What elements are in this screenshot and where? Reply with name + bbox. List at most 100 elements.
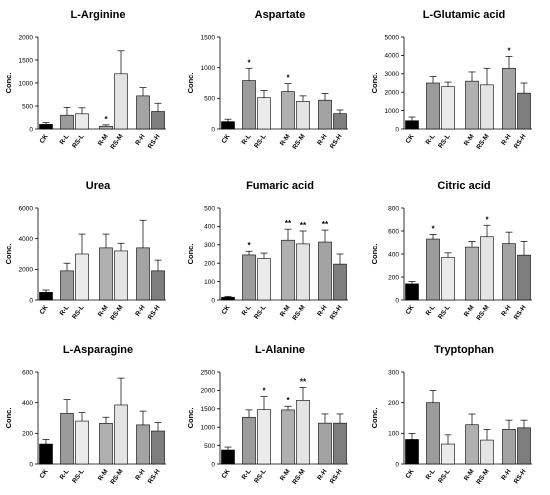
category-label: CK (39, 133, 50, 145)
panel-aspartate: Aspartate Conc. 0 500 1000 1500 CK * R-L RS-L * R-M… (186, 9, 348, 151)
category-label: R-L (59, 468, 71, 481)
category-label: RS-H (329, 304, 344, 321)
y-tick-label: 0 (211, 461, 215, 468)
bar-r-m (465, 424, 479, 465)
category-label: CK (221, 468, 232, 480)
category-label: R-L (59, 304, 71, 317)
category-label: CK (221, 304, 232, 316)
bar-rs-m (296, 243, 310, 301)
significance-marker: * (262, 387, 266, 396)
category-label: RS-L (71, 304, 85, 320)
y-tick-label: 2500 (201, 369, 216, 376)
y-axis-label: Conc. (4, 73, 13, 94)
category-label: R-M (97, 468, 110, 482)
category-label: R-M (463, 133, 476, 147)
category-label: R-M (463, 468, 476, 482)
y-tick-label: 3000 (385, 71, 400, 78)
bar-rs-l (75, 420, 89, 465)
category-label: RS-M (109, 133, 124, 151)
y-tick-label: 1500 (19, 57, 34, 64)
y-tick-label: 100 (388, 431, 399, 438)
category-label: R-L (425, 133, 437, 146)
bar-r-l (242, 416, 256, 465)
category-label: R-M (279, 133, 292, 147)
y-tick-label: 200 (204, 261, 215, 268)
significance-marker: ** (322, 220, 329, 229)
bar-rs-m (480, 84, 494, 130)
y-axis-label: Conc. (186, 408, 195, 429)
bar-rs-l (75, 253, 89, 301)
panel-title: Tryptophan (434, 344, 494, 356)
bar-r-l (242, 80, 256, 130)
y-tick-label: 500 (204, 205, 215, 212)
bar-r-h (318, 241, 332, 301)
y-tick-label: 0 (29, 297, 33, 304)
y-tick-label: 600 (22, 369, 33, 376)
category-label: R-L (241, 468, 253, 481)
category-label: R-M (97, 304, 110, 318)
panel-title: L-Alanine (255, 344, 305, 356)
category-label: R-H (500, 133, 513, 147)
category-label: CK (405, 133, 416, 145)
significance-marker: ** (285, 219, 292, 228)
significance-marker: * (104, 115, 108, 124)
bar-r-l (60, 270, 74, 301)
bar-ck (405, 283, 419, 301)
significance-marker: * (286, 74, 290, 83)
y-axis-label: Conc. (370, 408, 379, 429)
bar-rs-m (114, 73, 128, 130)
y-tick-label: 2000 (19, 267, 34, 274)
bar-ck (39, 124, 53, 130)
category-label: RS-L (71, 468, 85, 484)
bar-ck (221, 449, 235, 465)
category-label: R-H (316, 468, 329, 482)
category-label: R-H (316, 133, 329, 147)
category-label: CK (405, 304, 416, 316)
category-label: RS-M (291, 468, 306, 486)
y-tick-label: 4000 (385, 53, 400, 60)
category-label: RS-M (291, 133, 306, 151)
y-tick-label: 300 (388, 369, 399, 376)
bar-r-m (99, 247, 113, 301)
category-label: R-H (134, 304, 147, 318)
bar-rs-l (75, 113, 89, 130)
bar-r-m (99, 125, 113, 130)
category-label: R-L (241, 133, 253, 146)
y-tick-label: 400 (388, 251, 399, 258)
significance-marker: * (286, 396, 290, 405)
category-label: RS-L (437, 133, 451, 149)
y-tick-label: 100 (204, 279, 215, 286)
y-tick-label: 200 (388, 274, 399, 281)
bar-rs-l (441, 86, 455, 130)
bar-rs-m (114, 404, 128, 465)
category-label: R-H (500, 304, 513, 318)
y-tick-label: 0 (211, 126, 215, 133)
y-tick-label: 500 (204, 96, 215, 103)
category-label: CK (221, 133, 232, 145)
bar-rs-m (296, 101, 310, 130)
significance-marker: * (507, 46, 511, 55)
bar-rs-l (257, 258, 271, 301)
y-axis-label: Conc. (370, 73, 379, 94)
category-label: RS-L (253, 304, 267, 320)
bar-r-h (318, 422, 332, 465)
category-label: CK (39, 468, 50, 480)
category-label: CK (405, 468, 416, 480)
panel-title: Urea (86, 180, 111, 192)
panel-title: Fumaric acid (246, 180, 314, 192)
panel-title: Aspartate (255, 9, 306, 21)
panel-l-arginine: L-Arginine Conc. 0 500 1000 1500 2000 CK R-L RS-L… (4, 9, 166, 151)
category-label: R-L (59, 133, 71, 146)
category-label: RS-H (513, 304, 528, 321)
bar-r-m (281, 239, 295, 301)
bar-rs-h (333, 422, 347, 465)
significance-marker: * (247, 58, 251, 67)
category-label: CK (39, 304, 50, 316)
category-label: R-H (500, 468, 513, 482)
y-tick-label: 1500 (201, 34, 216, 41)
category-label: RS-L (437, 468, 451, 484)
bar-r-l (426, 82, 440, 130)
